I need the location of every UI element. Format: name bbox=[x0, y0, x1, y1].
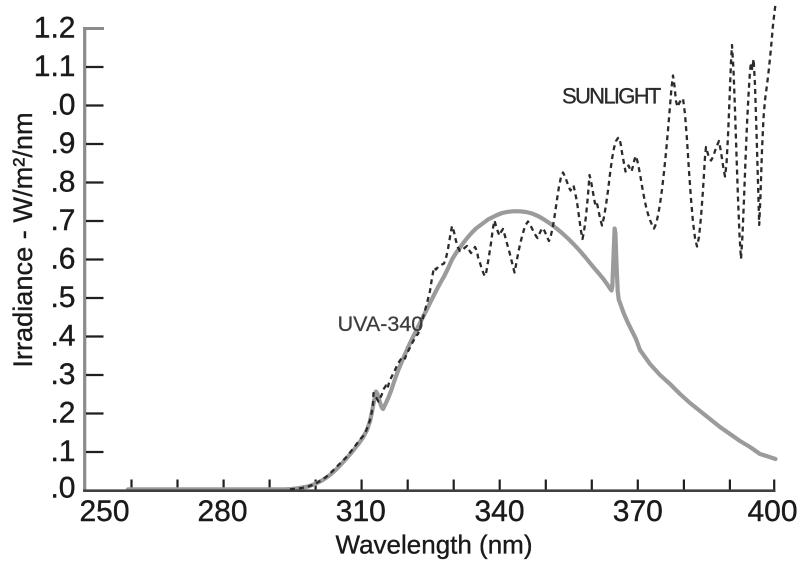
svg-text:370: 370 bbox=[613, 495, 663, 528]
svg-text:.4: .4 bbox=[50, 319, 75, 352]
svg-text:SUNLIGHT: SUNLIGHT bbox=[562, 84, 661, 109]
svg-text:.3: .3 bbox=[50, 358, 75, 391]
svg-text:280: 280 bbox=[197, 495, 247, 528]
svg-text:.1: .1 bbox=[50, 435, 75, 468]
svg-text:340: 340 bbox=[474, 495, 524, 528]
svg-text:.8: .8 bbox=[50, 165, 75, 198]
svg-text:.7: .7 bbox=[50, 204, 75, 237]
svg-text:.9: .9 bbox=[50, 127, 75, 160]
svg-text:310: 310 bbox=[336, 495, 386, 528]
svg-text:Wavelength (nm): Wavelength (nm) bbox=[336, 530, 533, 560]
svg-text:1.2: 1.2 bbox=[34, 11, 76, 44]
svg-text:.6: .6 bbox=[50, 242, 75, 275]
svg-text:.2: .2 bbox=[50, 396, 75, 429]
svg-text:.0: .0 bbox=[50, 471, 75, 504]
svg-text:400: 400 bbox=[747, 495, 797, 528]
svg-text:.5: .5 bbox=[50, 281, 75, 314]
svg-text:250: 250 bbox=[79, 495, 129, 528]
svg-text:UVA-340: UVA-340 bbox=[338, 312, 424, 336]
svg-text:.0: .0 bbox=[50, 88, 75, 121]
svg-text:Irradiance - W/m²/nm: Irradiance - W/m²/nm bbox=[7, 112, 38, 367]
svg-text:1.1: 1.1 bbox=[34, 50, 76, 83]
